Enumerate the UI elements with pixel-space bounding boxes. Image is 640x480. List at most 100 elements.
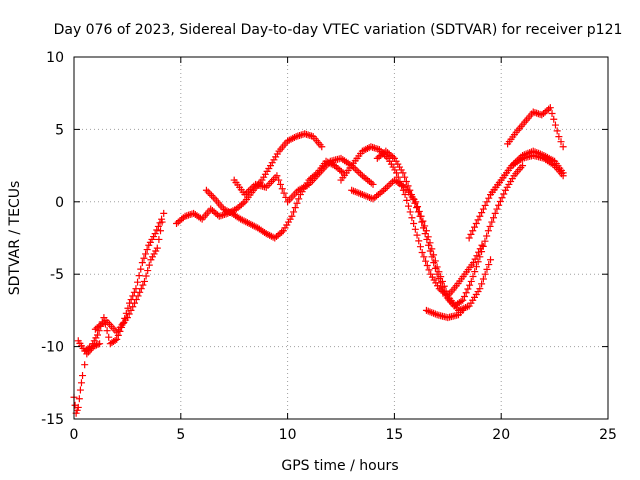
data-point [399,169,407,177]
data-point [239,199,247,207]
series-track-c [91,209,168,336]
series-track-m [504,104,567,151]
data-point [369,180,377,188]
data-point [481,270,489,278]
y-tick-label: 10 [46,50,64,66]
data-point [105,333,113,341]
y-tick-label: -15 [41,412,64,428]
data-point [151,230,159,238]
data-point [401,173,409,181]
data-point [138,259,146,267]
data-point [209,193,217,201]
data-point [423,235,431,243]
data-point [291,204,299,212]
data-point [485,261,493,269]
y-tick-label: 5 [55,122,64,138]
data-point [413,204,421,212]
data-point [428,253,436,261]
data-point [479,205,487,213]
data-point [415,237,423,245]
data-point [276,180,284,188]
data-point [404,202,412,210]
data-point [74,403,82,411]
data-point [467,277,475,285]
data-point [157,227,165,235]
data-point [290,134,298,142]
data-point [134,278,142,286]
data-point [459,296,467,304]
series-track-j [422,306,467,322]
data-point [425,241,433,249]
data-point [92,341,100,349]
data-point [206,190,214,198]
data-point [382,185,389,193]
data-point [493,205,501,213]
data-point [142,272,150,280]
data-point [484,227,492,235]
data-point [433,270,441,278]
data-point [125,310,133,318]
data-point [462,289,470,297]
x-tick-label: 10 [279,427,297,443]
data-point [479,275,487,283]
data-point [476,285,484,293]
data-point [411,225,419,233]
data-point [426,247,434,255]
data-point [288,212,296,220]
data-point [144,267,152,275]
data-point [421,230,429,238]
axis-ticks: 0 5 10 15 20 25 -15 -10 -5 0 5 10 [41,50,617,443]
data-point [474,258,482,266]
data-point [280,189,288,197]
series-track-a [70,340,104,417]
x-tick-label: 15 [385,427,403,443]
data-point [469,227,477,235]
data-point [472,263,480,271]
data-point [208,191,216,199]
data-point [123,314,131,322]
data-point [478,280,486,288]
data-point [431,257,439,265]
data-point [406,186,414,194]
chart-title: Day 076 of 2023, Sidereal Day-to-day VTE… [54,22,623,38]
data-point [295,195,303,203]
x-axis-label: GPS time / hours [281,458,398,474]
data-point [478,241,486,249]
data-point [145,261,153,269]
series-track-h [348,176,495,314]
data-point [546,104,554,112]
data-point [545,105,553,113]
data-point [479,242,487,250]
y-axis-label: SDTVAR / TECUs [7,181,23,296]
data-point [403,196,411,204]
data-point [474,216,482,224]
data-point [467,230,475,238]
data-point [318,143,326,151]
data-point [483,265,491,273]
data-point [196,214,204,222]
data-point [404,182,412,190]
data-point [419,224,427,232]
data-point [471,223,478,231]
data-point [134,292,142,300]
data-point [79,372,87,380]
data-point [204,188,212,196]
data-point [457,297,465,305]
data-point [495,201,503,209]
data-point [355,168,363,176]
data-point [137,265,145,273]
data-point [440,288,448,296]
data-point [469,259,477,267]
series-track-g [337,143,486,300]
data-point [416,212,424,220]
data-point [483,232,491,240]
data-point [438,283,446,291]
data-point [389,153,397,161]
data-point [103,327,111,335]
data-point [413,231,421,239]
data-point [155,235,163,243]
data-point [419,217,427,225]
data-point [132,296,140,304]
data-point [460,292,468,300]
data-point [337,167,345,175]
